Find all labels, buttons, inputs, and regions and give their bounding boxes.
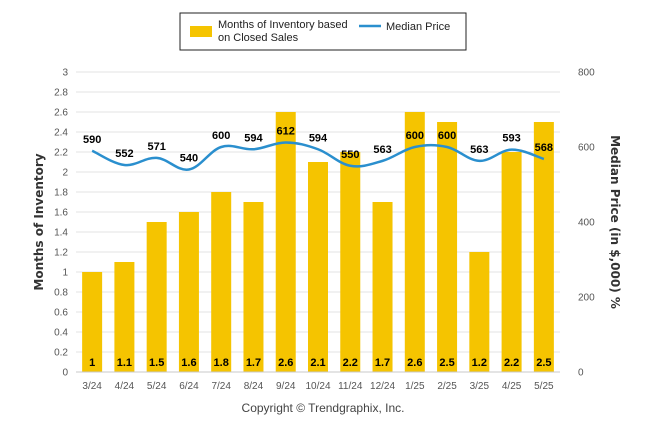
right-axis-title: Median Price (in $,000) % xyxy=(608,135,622,309)
bar-value-label: 1 xyxy=(89,357,95,369)
bar xyxy=(211,192,232,372)
left-tick-label: 1 xyxy=(62,268,68,279)
x-axis: 3/24 4/24 5/24 6/24 7/24 8/24 9/24 10/24 11/24 12… xyxy=(76,371,560,392)
x-tick-label: 7/24 xyxy=(211,381,231,392)
legend-bar-label-line2: on Closed Sales xyxy=(218,32,299,44)
x-tick-label: 8/24 xyxy=(244,381,264,392)
legend-bar-swatch xyxy=(190,26,212,37)
bar-value-label: 1.7 xyxy=(246,357,261,369)
left-tick-label: 1.8 xyxy=(54,188,68,199)
line-series xyxy=(91,141,545,171)
x-tick-label: 3/25 xyxy=(470,381,490,392)
x-tick-label: 5/25 xyxy=(534,381,554,392)
x-tick-label: 4/24 xyxy=(115,381,135,392)
left-tick-label: 2 xyxy=(62,168,68,179)
left-tick-label: 0.6 xyxy=(54,308,68,319)
bar xyxy=(372,202,393,372)
right-tick-label: 0 xyxy=(578,368,584,379)
bar xyxy=(469,252,490,372)
right-tick-label: 600 xyxy=(578,143,595,154)
x-tick-label: 12/24 xyxy=(370,381,395,392)
left-tick-label: 3 xyxy=(62,68,68,79)
bar-value-label: 1.2 xyxy=(472,357,487,369)
legend: Months of Inventory based on Closed Sale… xyxy=(179,12,467,51)
legend-bar-label-line1: Months of Inventory based xyxy=(218,19,348,31)
left-tick-label: 0 xyxy=(62,368,68,379)
bar xyxy=(340,152,361,372)
bar xyxy=(82,272,103,372)
left-tick-label: 2.2 xyxy=(54,148,68,159)
x-tick-label: 4/25 xyxy=(502,381,522,392)
left-tick-label: 0.2 xyxy=(54,348,68,359)
line-value-label: 568 xyxy=(535,142,553,154)
line-value-label: 594 xyxy=(244,132,263,144)
bar xyxy=(308,162,328,372)
bar-value-labels: 1 1.1 1.5 1.6 1.8 1.7 2.6 2.1 2.2 1.7 2.6 2.5 1.2 2.2… xyxy=(89,357,551,369)
line-value-label: 571 xyxy=(147,141,165,153)
right-axis: 0 200 400 600 800 xyxy=(578,68,595,379)
line-value-labels: 590 552 571 540 600 594 612 594 550 563 600 600 563 5… xyxy=(83,126,553,165)
left-axis: 0 0.2 0.4 0.6 0.8 1 1.2 1.4 1.6 1.8 2 2.2 2.4 2.6 2.8 3 xyxy=(54,68,68,379)
line-value-label: 600 xyxy=(406,130,424,142)
left-tick-label: 1.4 xyxy=(54,228,68,239)
bar-value-label: 2.1 xyxy=(310,357,325,369)
bar xyxy=(178,212,199,372)
x-tick-label: 9/24 xyxy=(276,381,296,392)
bar xyxy=(275,112,296,372)
line-value-label: 600 xyxy=(212,130,230,142)
bar xyxy=(533,122,554,372)
line-value-label: 540 xyxy=(180,153,198,165)
bar-value-label: 1.7 xyxy=(375,357,390,369)
right-tick-label: 200 xyxy=(578,293,595,304)
left-tick-label: 0.4 xyxy=(54,328,68,339)
line-value-label: 552 xyxy=(115,148,133,160)
bar-value-label: 1.1 xyxy=(117,357,132,369)
bar-value-label: 2.2 xyxy=(504,357,519,369)
bar-value-label: 2.6 xyxy=(278,357,293,369)
line-value-label: 563 xyxy=(470,144,488,156)
bar-series xyxy=(82,112,554,372)
line-value-label: 594 xyxy=(309,132,328,144)
x-tick-label: 10/24 xyxy=(305,381,330,392)
left-tick-label: 0.8 xyxy=(54,288,68,299)
right-tick-label: 800 xyxy=(578,68,595,79)
bar xyxy=(404,112,425,372)
line-value-label: 550 xyxy=(341,149,359,161)
bar xyxy=(501,152,522,372)
left-tick-label: 1.2 xyxy=(54,248,68,259)
line-value-label: 600 xyxy=(438,130,456,142)
x-tick-label: 11/24 xyxy=(338,381,363,392)
bar-value-label: 1.8 xyxy=(214,357,229,369)
line-value-label: 612 xyxy=(277,126,295,138)
bar xyxy=(243,202,264,372)
left-tick-label: 2.6 xyxy=(54,108,68,119)
left-axis-title: Months of Inventory xyxy=(32,153,46,290)
bar xyxy=(114,262,135,372)
bar xyxy=(146,222,167,372)
legend-box xyxy=(179,12,467,51)
x-tick-label: 3/24 xyxy=(82,381,102,392)
bar-value-label: 2.5 xyxy=(439,357,454,369)
bar xyxy=(437,122,458,372)
copyright-footer: Copyright © Trendgraphix, Inc. xyxy=(242,401,405,415)
left-tick-label: 2.8 xyxy=(54,88,68,99)
x-tick-label: 5/24 xyxy=(147,381,167,392)
line-value-label: 563 xyxy=(373,144,391,156)
legend-line-label: Median Price xyxy=(386,21,450,33)
x-tick-label: 6/24 xyxy=(179,381,199,392)
left-tick-label: 1.6 xyxy=(54,208,68,219)
bar-value-label: 1.5 xyxy=(149,357,164,369)
x-tick-label: 2/25 xyxy=(437,381,457,392)
bar-value-label: 1.6 xyxy=(181,357,196,369)
line-value-label: 590 xyxy=(83,134,101,146)
left-tick-label: 2.4 xyxy=(54,128,68,139)
bar-value-label: 2.5 xyxy=(536,357,551,369)
line-value-label: 593 xyxy=(502,133,520,145)
bar-value-label: 2.2 xyxy=(343,357,358,369)
right-tick-label: 400 xyxy=(578,218,595,229)
bar-value-label: 2.6 xyxy=(407,357,422,369)
x-tick-label: 1/25 xyxy=(405,381,425,392)
